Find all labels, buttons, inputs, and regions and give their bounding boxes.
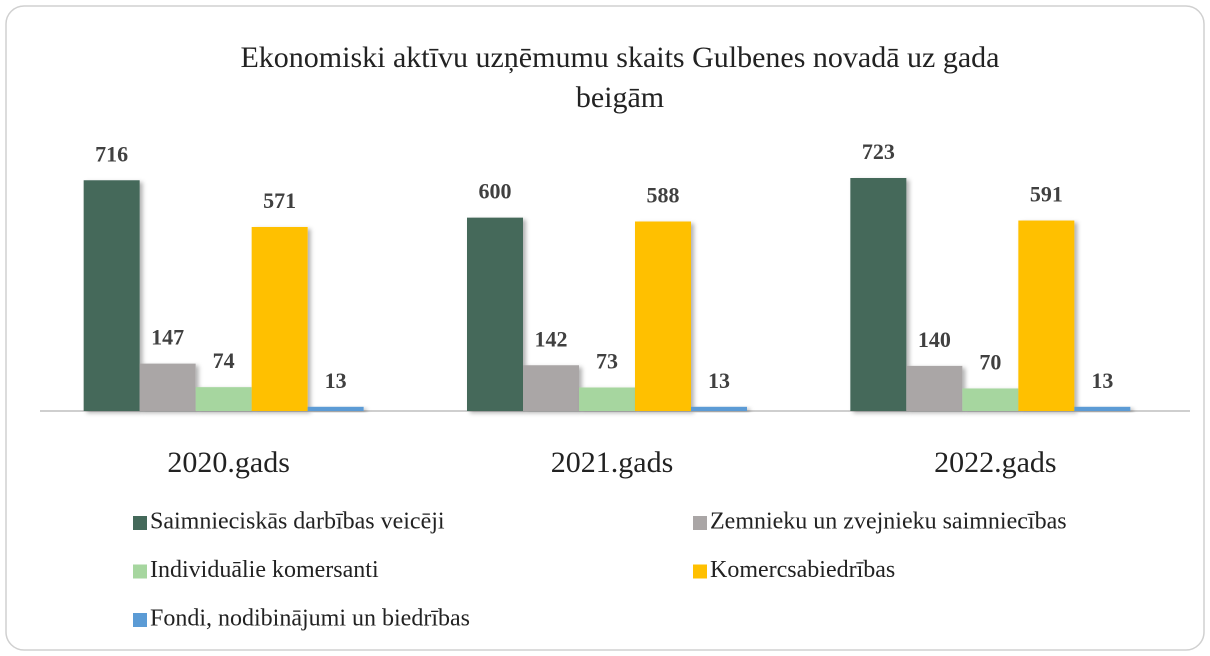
legend-swatch xyxy=(133,613,147,627)
bar xyxy=(850,178,907,411)
legend-swatch xyxy=(133,516,147,530)
x-tick-label: 2021.gads xyxy=(551,446,674,479)
chart-title: beigām xyxy=(576,81,664,114)
bar xyxy=(195,387,252,411)
data-label: 571 xyxy=(263,188,296,213)
data-label: 600 xyxy=(479,179,512,204)
data-label: 70 xyxy=(979,349,1001,374)
legend-label: Fondi, nodibinājumi un biedrības xyxy=(150,606,470,632)
data-label: 142 xyxy=(535,326,568,351)
chart-frame xyxy=(5,5,1205,651)
data-label: 588 xyxy=(647,183,680,208)
bar xyxy=(635,221,691,411)
legend-swatch xyxy=(133,564,147,579)
bar xyxy=(251,226,308,411)
data-label: 13 xyxy=(1091,368,1113,393)
bar xyxy=(962,388,1019,411)
data-label: 140 xyxy=(918,327,951,352)
bar xyxy=(1018,220,1075,411)
bar xyxy=(83,180,140,411)
legend-swatch xyxy=(693,564,707,579)
legend-label: Komercsabiedrības xyxy=(710,557,895,583)
x-tick-label: 2022.gads xyxy=(934,446,1057,479)
data-label: 74 xyxy=(213,348,235,373)
data-label: 13 xyxy=(708,368,730,393)
data-label: 591 xyxy=(1030,182,1063,207)
bar xyxy=(906,365,963,411)
bar xyxy=(523,365,579,411)
data-label: 716 xyxy=(95,141,128,166)
legend-swatch xyxy=(693,516,707,530)
legend-label: Zemnieku un zvejnieku saimniecības xyxy=(710,509,1067,535)
bar xyxy=(579,387,635,411)
bar xyxy=(1074,406,1131,411)
bar xyxy=(467,217,523,411)
bar xyxy=(139,363,196,411)
chart-title: Ekonomiski aktīvu uzņēmumu skaits Gulben… xyxy=(240,41,999,74)
x-tick-label: 2020.gads xyxy=(167,446,290,479)
bar xyxy=(691,406,747,411)
data-label: 13 xyxy=(325,368,347,393)
data-label: 73 xyxy=(596,349,618,374)
data-label: 147 xyxy=(151,325,184,350)
legend-label: Saimnieciskās darbības veicēji xyxy=(150,509,445,535)
bar xyxy=(307,406,364,411)
data-label: 723 xyxy=(862,139,895,164)
legend-label: Individuālie komersanti xyxy=(150,557,379,583)
